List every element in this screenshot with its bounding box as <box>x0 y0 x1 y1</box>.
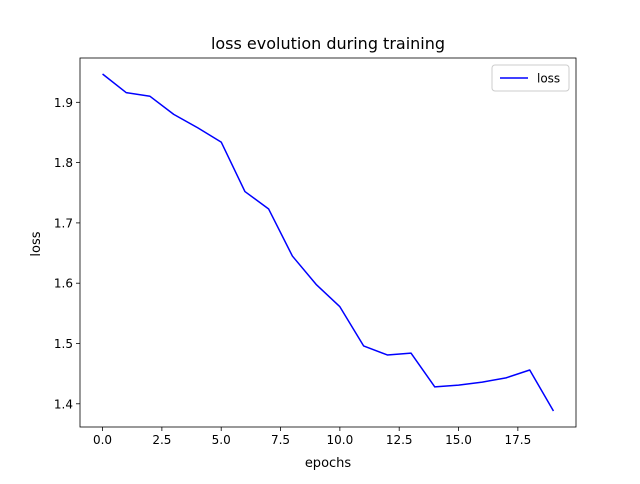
y-tick-label: 1.6 <box>54 277 73 291</box>
y-axis-label: loss <box>29 231 44 256</box>
chart-title: loss evolution during training <box>211 34 445 53</box>
x-tick-label: 15.0 <box>445 433 472 447</box>
y-tick-label: 1.8 <box>54 156 73 170</box>
legend-label: loss <box>537 72 560 86</box>
x-tick-label: 5.0 <box>212 433 231 447</box>
plot-area <box>79 57 577 428</box>
legend: loss <box>491 64 570 92</box>
legend-box <box>491 64 570 92</box>
x-tick-label: 10.0 <box>327 433 354 447</box>
axes-frame <box>79 57 577 428</box>
x-axis: 0.0 2.5 5.0 7.5 10.0 12.5 15.0 17.5 <box>93 427 531 447</box>
y-tick-label: 1.4 <box>54 397 73 411</box>
x-tick-label: 7.5 <box>271 433 290 447</box>
x-tick-label: 2.5 <box>152 433 171 447</box>
x-tick-label: 0.0 <box>93 433 112 447</box>
x-tick-label: 12.5 <box>386 433 413 447</box>
y-tick-label: 1.5 <box>54 337 73 351</box>
series-line-loss <box>102 73 555 412</box>
y-tick-label: 1.9 <box>54 96 73 110</box>
y-tick-label: 1.7 <box>54 216 73 230</box>
x-axis-label: epochs <box>305 456 352 471</box>
y-axis: 1.4 1.5 1.6 1.7 1.8 1.9 <box>54 96 80 411</box>
x-tick-label: 17.5 <box>504 433 531 447</box>
